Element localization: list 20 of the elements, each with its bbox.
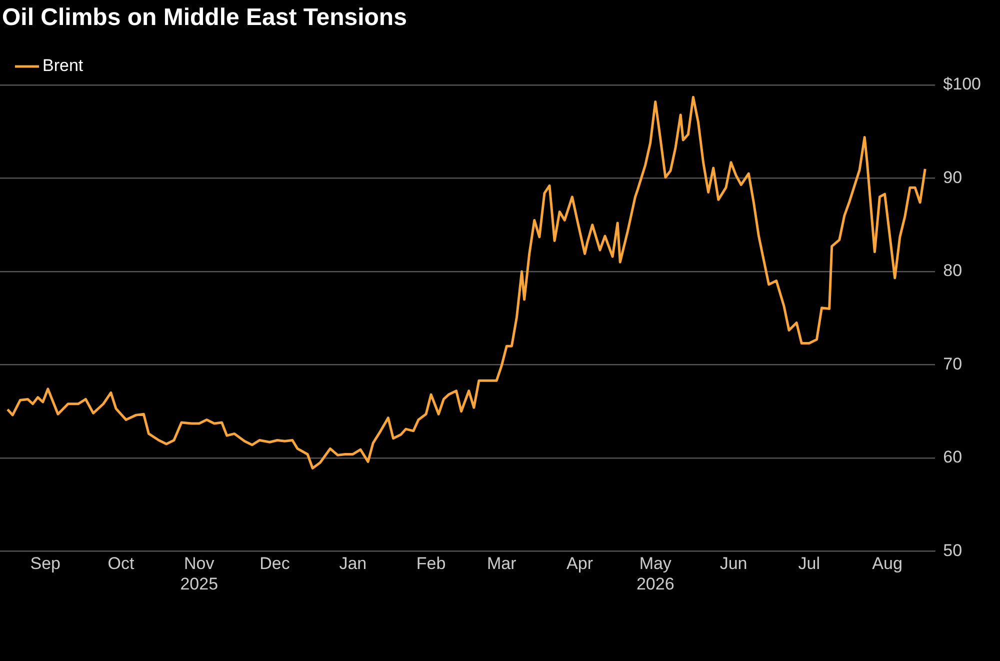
x-tick-label: Mar	[486, 554, 517, 574]
x-tick-label: Jul	[798, 554, 820, 574]
chart-title: Oil Climbs on Middle East Tensions	[1, 3, 408, 33]
x-tick-label: Oct	[108, 554, 134, 574]
y-tick-label: 50	[943, 540, 962, 560]
y-tick-label: 60	[943, 448, 962, 467]
x-tick-label: Aug	[872, 554, 902, 574]
x-tick-label: Sep	[30, 554, 60, 574]
x-tick-label: Feb	[416, 554, 446, 574]
y-tick-label: 70	[943, 354, 962, 374]
y-tick-label: 90	[943, 168, 962, 187]
x-tick-label: Apr	[566, 554, 594, 574]
x-tick-label: Nov 2025	[180, 554, 218, 594]
x-tick-label: Dec	[260, 554, 290, 574]
x-tick-label: Jun	[720, 554, 748, 574]
y-tick-label: 80	[943, 261, 962, 280]
y-tick-label: $100	[943, 74, 982, 94]
x-tick-label: May 2026	[636, 554, 674, 594]
legend-label: Brent	[42, 56, 84, 76]
x-tick-label: Jan	[339, 554, 367, 574]
